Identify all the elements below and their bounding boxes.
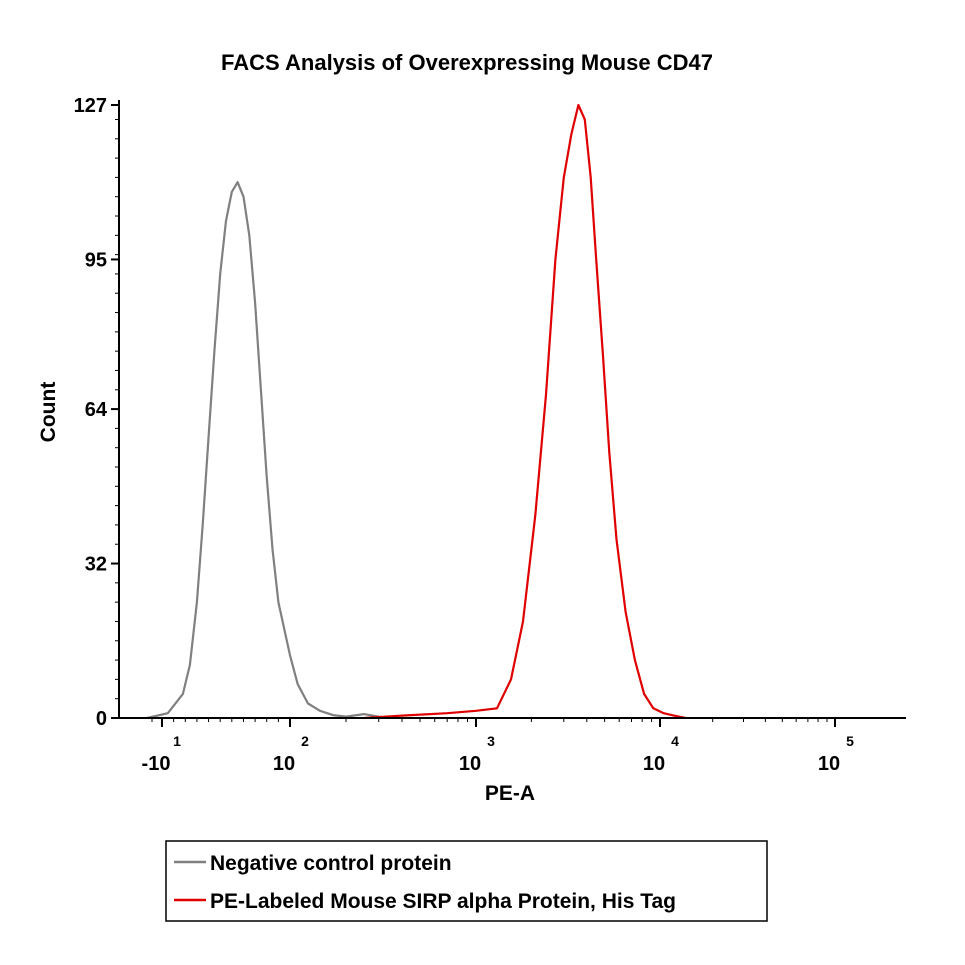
x-tick-label-exponent: 3: [487, 733, 495, 749]
chart-title: FACS Analysis of Overexpressing Mouse CD…: [221, 50, 713, 75]
series-line-1: [363, 103, 686, 720]
x-tick-label-base: 10: [818, 753, 840, 775]
x-tick-label-exponent: 4: [671, 733, 679, 749]
legend-box: [165, 840, 768, 922]
x-tick-label-exponent: 1: [173, 733, 181, 749]
legend-entry-pe-labeled: PE-Labeled Mouse SIRP alpha Protein, His…: [210, 890, 676, 913]
y-tick-label: 32: [85, 554, 107, 576]
x-tick-label-exponent: 5: [846, 733, 854, 749]
legend-entry-negative-control: Negative control protein: [210, 852, 452, 875]
y-tick-label: 95: [85, 249, 107, 271]
x-axis-label: PE-A: [485, 782, 535, 805]
x-tick-label-exponent: 2: [301, 733, 309, 749]
x-tick-label-base: -10: [142, 753, 171, 775]
y-tick-label: 127: [74, 95, 107, 117]
y-axis-ticks: 0 32 64 95 127: [74, 95, 119, 730]
x-tick-label-base: 10: [273, 753, 295, 775]
x-tick-label-base: 10: [643, 753, 665, 775]
y-tick-label: 64: [85, 399, 108, 421]
x-axis-ticks: -101 10 2 10 3 10 4 10 5: [142, 718, 854, 775]
series-line-0: [146, 181, 387, 720]
x-tick-label-base: 10: [459, 753, 481, 775]
y-axis-label: Count: [37, 382, 60, 443]
legend: Negative control protein PE-Labeled Mous…: [165, 840, 768, 922]
y-tick-label: 0: [96, 708, 107, 730]
series-layer: [146, 103, 686, 720]
